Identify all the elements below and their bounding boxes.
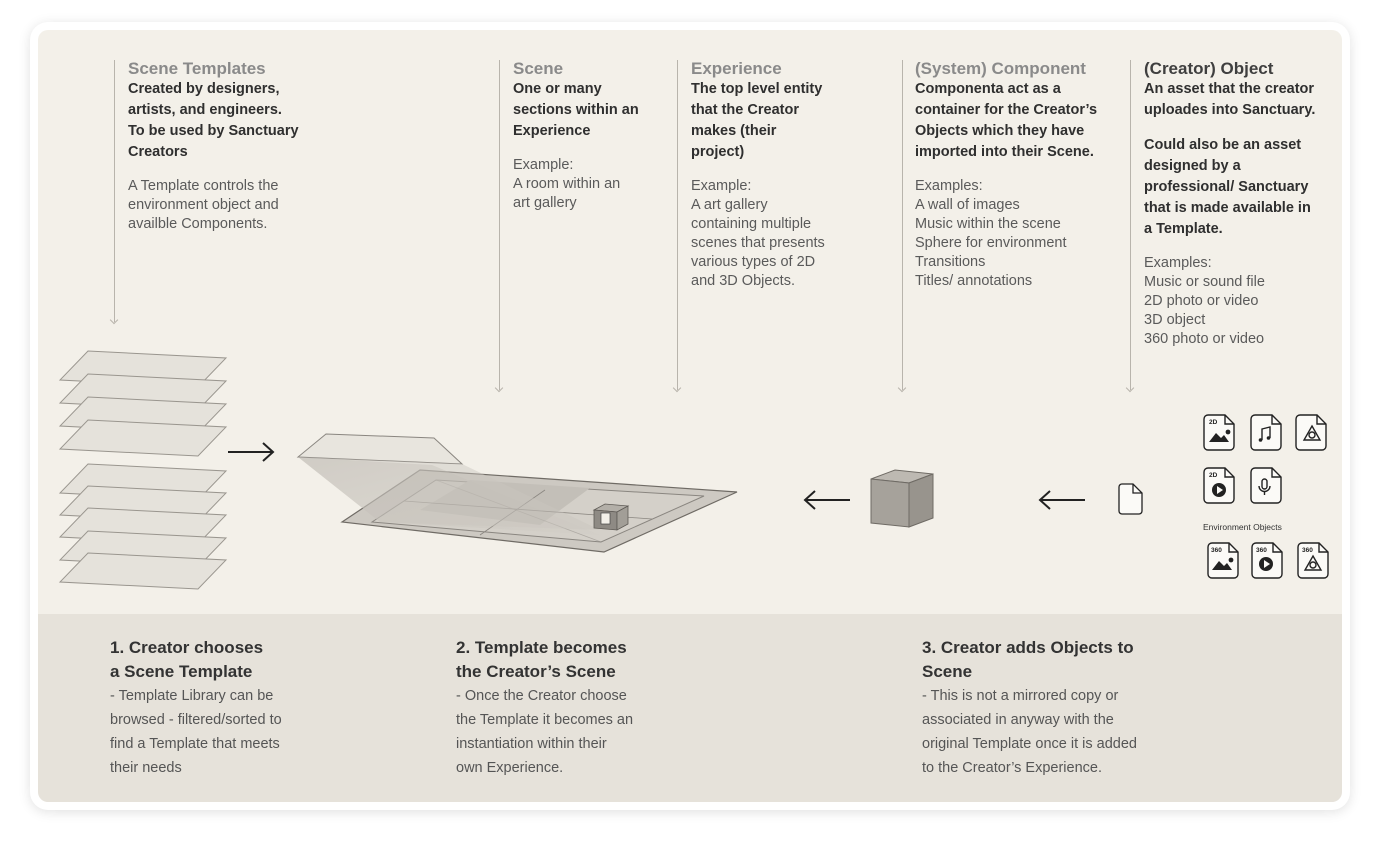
object-3d-file-icon: [1295, 414, 1327, 451]
microphone-file-icon: [1250, 467, 1282, 504]
badge-360-label: 360: [1256, 547, 1267, 554]
column-definition: One or many sections within an Experienc…: [513, 81, 639, 139]
column-description: Example: A room within an art gallery: [513, 157, 621, 211]
column-description: Example: A art gallery containing multip…: [691, 178, 825, 289]
object-file-icon: [1118, 483, 1143, 515]
column-title: (System) Component: [915, 59, 1086, 78]
arrow-left-icon: [1038, 490, 1085, 510]
music-file-icon: [1250, 414, 1282, 451]
column-definition: The top level entity that the Creator ma…: [691, 81, 823, 160]
column-description: Examples: A wall of images Music within …: [915, 178, 1067, 289]
column-definition: An asset that the creator uploades into …: [1144, 81, 1316, 118]
guide-line-component: [902, 60, 903, 390]
column-title: Scene: [513, 59, 564, 78]
step-title: 2. Template becomes the Creator’s Scene: [456, 638, 627, 681]
arrow-right-icon: [228, 442, 275, 462]
step-description: - This is not a mirrored copy or associa…: [922, 688, 1137, 776]
column-description: A Template controls the environment obje…: [128, 178, 279, 232]
guide-line-object: [1130, 60, 1131, 390]
projection-beam: [298, 457, 600, 535]
column-scene: Scene One or many sections within an Exp…: [513, 58, 673, 213]
cube-icon: [592, 503, 630, 531]
guide-line-experience: [677, 60, 678, 390]
steps-panel: [38, 614, 1342, 802]
video-360-file-icon: [1251, 542, 1283, 579]
template-stack-icon: [58, 463, 228, 590]
environment-objects-label: Environment Objects: [1203, 522, 1282, 532]
concept-panel: [38, 30, 1342, 614]
step-1: 1. Creator chooses a Scene Template - Te…: [110, 636, 410, 780]
step-description: - Template Library can be browsed - filt…: [110, 688, 282, 776]
guide-line-scene: [499, 60, 500, 390]
column-component: (System) Component Componenta act as a c…: [915, 58, 1125, 291]
badge-360-label: 360: [1302, 547, 1313, 554]
column-definition: Componenta act as a container for the Cr…: [915, 81, 1098, 160]
column-description: Examples: Music or sound file 2D photo o…: [1144, 255, 1265, 347]
object-360-file-icon: [1297, 542, 1329, 579]
image-2d-file-icon: [1203, 414, 1235, 451]
column-object: (Creator) Object An asset that the creat…: [1144, 58, 1339, 349]
template-stack-icon: [58, 350, 228, 457]
badge-360-label: 360: [1211, 547, 1222, 554]
column-definition: Created by designers, artists, and engin…: [128, 81, 299, 160]
column-definition-extra: Could also be an asset designed by a pro…: [1144, 137, 1311, 237]
column-title: Scene Templates: [128, 59, 266, 78]
badge-2d-label: 2D: [1209, 472, 1218, 479]
column-experience: Experience The top level entity that the…: [691, 58, 881, 291]
column-title: Experience: [691, 59, 782, 78]
guide-line-templates: [114, 60, 115, 322]
component-cube-icon: [870, 469, 934, 528]
step-title: 3. Creator adds Objects to Scene: [922, 638, 1134, 681]
arrow-left-icon: [803, 490, 850, 510]
image-360-file-icon: [1207, 542, 1239, 579]
step-2: 2. Template becomes the Creator’s Scene …: [456, 636, 756, 780]
step-title: 1. Creator chooses a Scene Template: [110, 638, 264, 681]
column-title: (Creator) Object: [1144, 59, 1274, 78]
step-3: 3. Creator adds Objects to Scene - This …: [922, 636, 1252, 780]
badge-2d-label: 2D: [1209, 419, 1218, 426]
video-2d-file-icon: [1203, 467, 1235, 504]
step-description: - Once the Creator choose the Template i…: [456, 688, 634, 776]
template-layer-icon: [296, 433, 600, 530]
column-scene-templates: Scene Templates Created by designers, ar…: [128, 58, 338, 234]
